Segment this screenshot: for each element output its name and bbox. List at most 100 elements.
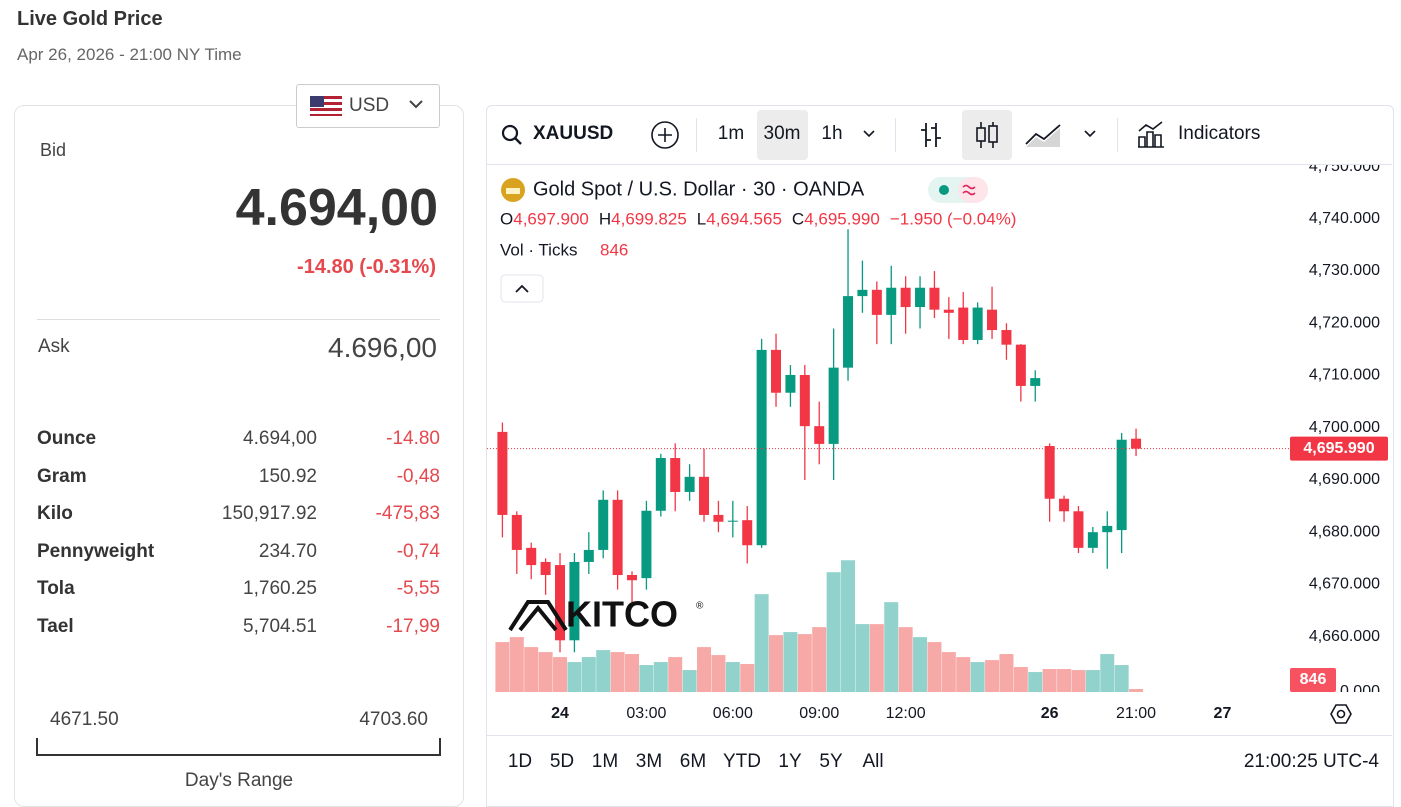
unit-change: -14.80 xyxy=(386,428,440,449)
range-button[interactable]: 6M xyxy=(679,751,707,772)
candle-body xyxy=(943,309,954,313)
last-price-label: 4,695.990 xyxy=(1303,440,1374,457)
volume-bar xyxy=(682,670,697,692)
separator xyxy=(696,118,697,152)
indicators-button[interactable]: Indicators xyxy=(1178,123,1261,144)
candle-body xyxy=(1015,344,1026,386)
volume-bar xyxy=(855,624,870,692)
indicators-icon[interactable] xyxy=(1136,120,1166,150)
candle-body xyxy=(1059,498,1070,512)
ohlc-key: O xyxy=(500,209,513,228)
volume-tick-label: 0.000 xyxy=(1340,683,1380,700)
x-tick-label: 26 xyxy=(1041,705,1059,722)
unit-name: Tola xyxy=(37,578,75,600)
candle-body xyxy=(756,349,767,546)
range-button[interactable]: 1Y xyxy=(778,751,802,772)
volume-bar xyxy=(797,634,812,692)
unit-price: 234.70 xyxy=(258,540,317,562)
area-style-button[interactable] xyxy=(1024,122,1064,148)
candle-body xyxy=(612,499,623,576)
range-button[interactable]: 5D xyxy=(549,751,575,772)
range-button[interactable]: 1M xyxy=(591,751,619,772)
y-tick-label: 4,730.000 xyxy=(1309,262,1380,279)
last-volume-label: 846 xyxy=(1300,671,1327,688)
volume-bar xyxy=(1114,665,1129,692)
candle-body xyxy=(785,374,796,393)
ohlc-key: C xyxy=(792,209,804,228)
search-icon[interactable] xyxy=(500,123,524,147)
range-button[interactable]: 1D xyxy=(507,751,533,772)
unit-change: -0,74 xyxy=(396,540,440,562)
candle-body xyxy=(727,520,738,522)
flag-icon xyxy=(310,96,342,116)
unit-name: Pennyweight xyxy=(37,540,155,562)
candle-body xyxy=(1030,378,1041,386)
volume-bar xyxy=(711,655,726,692)
chart-title: Gold Spot / U.S. Dollar · 30 · OANDA xyxy=(533,178,865,200)
volume-bar xyxy=(1071,670,1086,692)
chevron[interactable] xyxy=(1083,129,1097,139)
candle-body xyxy=(1087,532,1098,548)
chevron[interactable] xyxy=(862,129,876,139)
bars-style-button[interactable] xyxy=(918,120,944,150)
range-button[interactable]: All xyxy=(862,751,884,772)
x-tick-label: 21:00 xyxy=(1116,705,1156,722)
volume-bar xyxy=(567,662,582,692)
y-tick-label: 4,690.000 xyxy=(1309,471,1380,488)
unit-name: Kilo xyxy=(37,503,73,525)
candle-body xyxy=(742,520,753,546)
interval-button[interactable]: 1m xyxy=(717,123,745,144)
volume-bar xyxy=(625,654,640,692)
x-tick-label: 09:00 xyxy=(799,705,839,722)
collapse-button[interactable] xyxy=(500,274,544,303)
bid-price: 4.694,00 xyxy=(235,179,438,237)
chevron xyxy=(409,100,423,109)
unit-change: -17,99 xyxy=(386,616,440,637)
market-open-dot xyxy=(939,185,949,195)
currency-select[interactable]: USD xyxy=(296,84,440,128)
interval-button[interactable]: 30m xyxy=(763,123,801,144)
candle-body xyxy=(555,565,566,641)
volume-bar xyxy=(1100,654,1115,692)
range-button[interactable]: 5Y xyxy=(819,751,843,772)
candle-body xyxy=(857,289,868,297)
x-tick-label: 24 xyxy=(551,705,569,722)
volume-bar xyxy=(509,637,524,692)
unit-change: -0,48 xyxy=(396,465,440,487)
candle-body xyxy=(569,561,580,641)
compare-button[interactable] xyxy=(650,120,680,150)
unit-price: 150.92 xyxy=(258,465,317,487)
volume-bar xyxy=(927,642,942,692)
candle-body xyxy=(972,307,983,340)
divider xyxy=(37,319,440,320)
candle-body xyxy=(814,426,825,444)
toolbar-divider xyxy=(487,164,1392,165)
settings-icon[interactable] xyxy=(1330,704,1352,724)
volume-legend-label: Vol · Ticks xyxy=(500,240,577,259)
candles-style-button[interactable] xyxy=(974,120,1000,150)
last-price-tag xyxy=(1290,436,1388,461)
candle-body xyxy=(684,476,695,492)
x-tick-label: 27 xyxy=(1214,705,1232,722)
page-title: Live Gold Price xyxy=(17,8,163,30)
candle-body xyxy=(900,287,911,308)
bid-label: Bid xyxy=(40,140,67,160)
symbol[interactable]: XAUUSD xyxy=(533,123,614,144)
volume-bar xyxy=(754,594,769,692)
volume-bar xyxy=(524,647,539,692)
ohlc-value: 4,695.990 xyxy=(804,209,880,228)
candle-body xyxy=(1001,330,1012,345)
delay-icon xyxy=(962,184,976,196)
interval-button[interactable]: 1h xyxy=(821,123,843,144)
volume-bar xyxy=(913,637,928,692)
range-button[interactable]: YTD xyxy=(723,751,761,772)
ask-price: 4.696,00 xyxy=(328,332,437,363)
volume-bar xyxy=(956,657,971,692)
unit-price: 150,917.92 xyxy=(221,503,317,525)
active-interval-bg xyxy=(757,110,808,160)
range-button[interactable]: 3M xyxy=(635,751,663,772)
unit-price: 4.694,00 xyxy=(243,428,317,449)
range-caption: Day's Range xyxy=(184,770,294,791)
volume-bar xyxy=(740,664,755,692)
